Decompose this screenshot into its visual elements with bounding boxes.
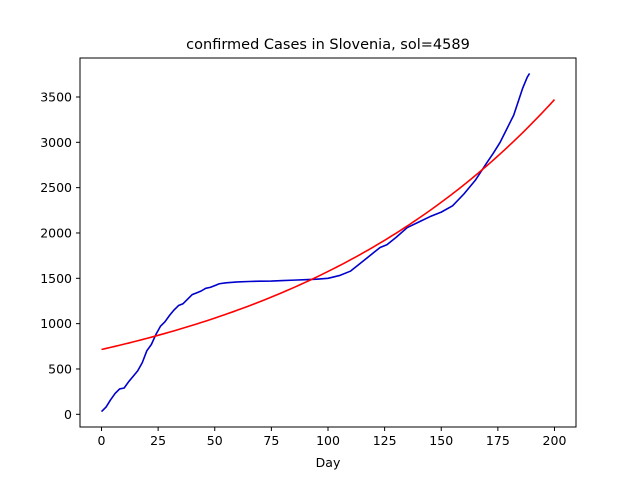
- x-axis-ticks: 0 25 50 75 100 125 150 175 200: [98, 427, 567, 448]
- y-tick-label: 3500: [40, 89, 72, 104]
- x-tick-label: 0: [98, 433, 106, 448]
- x-tick-label: 75: [263, 433, 279, 448]
- x-tick-label: 50: [207, 433, 223, 448]
- y-tick-label: 0: [64, 407, 72, 422]
- series-layer: [100, 72, 556, 413]
- x-tick-label: 200: [543, 433, 567, 448]
- fit-curve-line: [101, 99, 556, 351]
- x-axis-label: Day: [316, 455, 341, 470]
- plot-area-frame: [79, 57, 577, 428]
- y-tick-label: 3000: [40, 135, 72, 150]
- x-tick-label: 25: [150, 433, 166, 448]
- confirmed-cases-line: [100, 72, 531, 413]
- x-tick-label: 100: [316, 433, 340, 448]
- x-tick-label: 125: [373, 433, 397, 448]
- y-tick-label: 2000: [40, 225, 72, 240]
- x-tick-label: 175: [486, 433, 510, 448]
- y-tick-label: 1500: [40, 271, 72, 286]
- y-tick-label: 1000: [40, 316, 72, 331]
- y-tick-label: 500: [48, 361, 72, 376]
- chart-title: confirmed Cases in Slovenia, sol=4589: [186, 37, 470, 53]
- y-axis-ticks: 0 500 1000 1500 2000 2500 3000 3500: [40, 89, 80, 422]
- y-tick-label: 2500: [40, 180, 72, 195]
- x-tick-label: 150: [429, 433, 453, 448]
